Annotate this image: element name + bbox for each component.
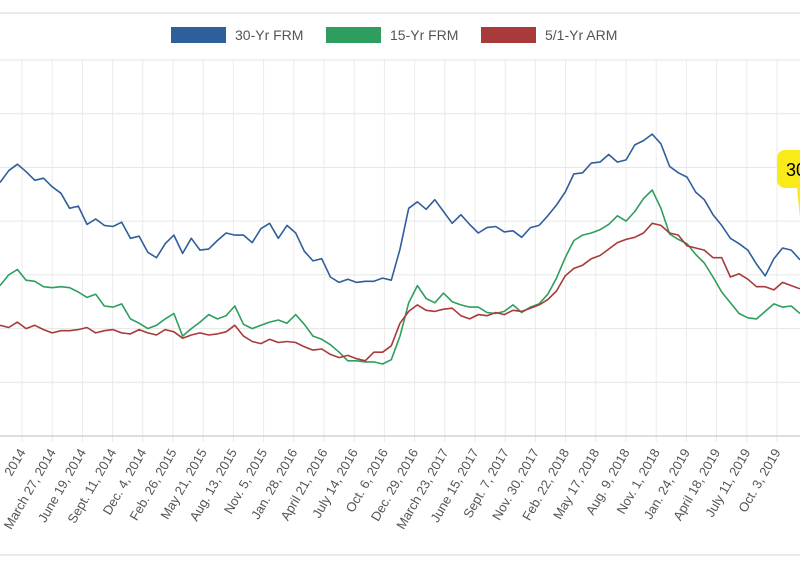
tooltip-box: [777, 150, 800, 188]
series-line-30yr[interactable]: [0, 133, 800, 284]
tooltip-pointer: [797, 188, 800, 218]
legend-swatch-51arm: [481, 27, 536, 43]
legend-item-51arm[interactable]: 5/1-Yr ARM: [481, 27, 617, 43]
legend-item-30yr[interactable]: 30-Yr FRM: [171, 27, 303, 43]
series-layer: [0, 133, 800, 365]
vertical-gridlines: [21, 60, 778, 442]
series-line-51arm[interactable]: [0, 222, 800, 362]
series-line-15yr[interactable]: [0, 189, 800, 365]
legend-item-15yr[interactable]: 15-Yr FRM: [326, 27, 458, 43]
legend-label-15yr: 15-Yr FRM: [390, 27, 458, 43]
horizontal-gridlines: [0, 59, 800, 383]
legend-label-51arm: 5/1-Yr ARM: [545, 27, 617, 43]
legend-swatch-30yr: [171, 27, 226, 43]
legend-label-30yr: 30-Yr FRM: [235, 27, 303, 43]
legend: 30-Yr FRM 15-Yr FRM 5/1-Yr ARM: [171, 27, 617, 43]
tooltip: 30: [777, 150, 800, 218]
tooltip-text: 30: [786, 160, 800, 180]
legend-swatch-15yr: [326, 27, 381, 43]
